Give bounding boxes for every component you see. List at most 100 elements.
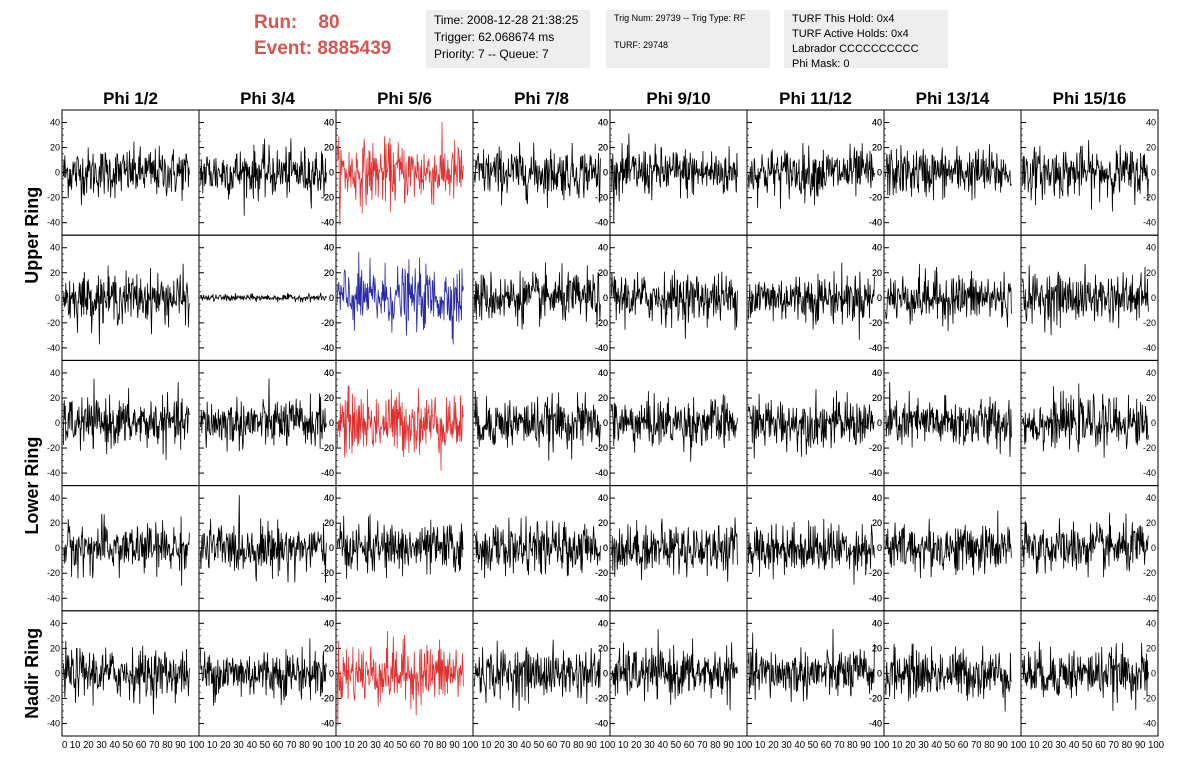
y-tick-label: 0 xyxy=(877,168,882,178)
y-tick-label: -20 xyxy=(321,693,334,703)
y-tick-label: 0 xyxy=(329,543,334,553)
y-tick-label: 0 xyxy=(329,418,334,428)
y-tick-label: 40 xyxy=(872,243,882,253)
y-tick-label: -20 xyxy=(321,318,334,328)
waveform-trace xyxy=(611,133,738,223)
y-tick-label: -20 xyxy=(1143,193,1156,203)
y-tick-label: 40 xyxy=(50,493,60,503)
y-tick-label: 20 xyxy=(872,268,882,278)
y-tick-label: 0 xyxy=(603,543,608,553)
y-tick-label: -20 xyxy=(869,568,882,578)
y-tick-label: -20 xyxy=(1143,693,1156,703)
waveform-trace xyxy=(200,495,327,584)
y-tick-label: 40 xyxy=(598,368,608,378)
y-tick-label: 0 xyxy=(877,418,882,428)
run-row: Run: 80 xyxy=(254,10,391,36)
time-info-box: Time: 2008-12-28 21:38:25 Trigger: 62.06… xyxy=(426,10,590,68)
y-tick-label: -20 xyxy=(321,193,334,203)
y-tick-label: 0 xyxy=(329,168,334,178)
y-tick-label: -40 xyxy=(47,593,60,603)
y-tick-label: 0 xyxy=(329,543,334,553)
y-tick-label: 20 xyxy=(872,643,882,653)
y-tick-label: -20 xyxy=(595,193,608,203)
y-tick-label: 0 xyxy=(55,668,60,678)
y-tick-label: 40 xyxy=(1146,118,1156,128)
y-tick-label: 40 xyxy=(50,618,60,628)
y-tick-label: 40 xyxy=(872,118,882,128)
y-tick-label: -20 xyxy=(595,693,608,703)
y-tick-label: -20 xyxy=(321,318,334,328)
y-tick-label: -20 xyxy=(595,318,608,328)
y-tick-label: -20 xyxy=(321,443,334,453)
y-tick-label: 20 xyxy=(598,268,608,278)
y-tick-label: 20 xyxy=(598,643,608,653)
y-tick-label: 0 xyxy=(603,543,608,553)
trigger-info-box: Trig Num: 29739 -- Trig Type: RF TURF: 2… xyxy=(606,10,770,68)
y-tick-label: 0 xyxy=(329,168,334,178)
y-tick-label: 0 xyxy=(877,543,882,553)
waveform-trace xyxy=(337,630,464,726)
y-tick-label: -40 xyxy=(869,718,882,728)
y-tick-label: -20 xyxy=(1143,318,1156,328)
y-tick-label: 40 xyxy=(598,493,608,503)
run-label: Run: xyxy=(254,12,298,33)
y-tick-label: -20 xyxy=(869,318,882,328)
y-tick-label: 40 xyxy=(598,243,608,253)
event-label: Event: xyxy=(254,38,313,59)
waveform-trace xyxy=(474,516,601,579)
phi-mask-line: Phi Mask: 0 xyxy=(792,58,850,70)
y-tick-label: 0 xyxy=(329,293,334,303)
y-tick-label: 0 xyxy=(1151,293,1156,303)
y-tick-label: 20 xyxy=(872,143,882,153)
y-tick-label: 0 xyxy=(877,543,882,553)
y-tick-label: -40 xyxy=(321,343,334,353)
y-tick-label: -20 xyxy=(321,193,334,203)
waveform-trace xyxy=(885,510,1012,579)
y-tick-label: -20 xyxy=(47,568,60,578)
y-tick-label: -40 xyxy=(47,468,60,478)
y-tick-label: 40 xyxy=(598,618,608,628)
y-tick-label: 0 xyxy=(603,168,608,178)
y-tick-label: -40 xyxy=(321,218,334,228)
y-tick-label: -40 xyxy=(1143,343,1156,353)
panel-frame xyxy=(335,485,474,612)
waveform-trace xyxy=(474,142,601,208)
column-title: Phi 5/6 xyxy=(377,89,432,108)
waveform-trace xyxy=(748,518,875,585)
run-value: 80 xyxy=(318,12,340,33)
y-tick-label: -20 xyxy=(47,693,60,703)
y-tick-label: 0 xyxy=(1151,668,1156,678)
y-tick-label: 0 xyxy=(329,293,334,303)
y-tick-label: -40 xyxy=(595,343,608,353)
y-tick-label: 0 xyxy=(55,543,60,553)
y-tick-label: -20 xyxy=(1143,443,1156,453)
y-tick-label: 20 xyxy=(50,268,60,278)
y-tick-label: -20 xyxy=(869,193,882,203)
waveform-trace xyxy=(63,141,190,206)
y-tick-label: -40 xyxy=(595,718,608,728)
y-tick-label: 0 xyxy=(329,668,334,678)
y-tick-label: 0 xyxy=(603,418,608,428)
waveform-trace xyxy=(63,640,190,715)
ring-label: Lower Ring xyxy=(22,437,42,535)
waveform-trace xyxy=(748,262,875,340)
y-tick-label: -40 xyxy=(321,593,334,603)
y-tick-label: -40 xyxy=(47,343,60,353)
x-tick-labels: 0 10 20 30 40 50 60 70 80 90 10 xyxy=(747,740,884,751)
y-tick-label: -40 xyxy=(1143,593,1156,603)
waveform-trace xyxy=(63,513,190,586)
waveform-trace xyxy=(611,629,738,711)
waveform-trace xyxy=(611,269,738,339)
waveform-trace xyxy=(337,514,464,579)
x-tick-labels: 0 10 20 30 40 50 60 70 80 90 10 xyxy=(336,740,473,751)
y-tick-label: -20 xyxy=(595,443,608,453)
y-tick-label: -20 xyxy=(869,443,882,453)
y-tick-label: -40 xyxy=(869,468,882,478)
y-tick-label: -40 xyxy=(321,343,334,353)
y-tick-label: 20 xyxy=(50,393,60,403)
y-tick-label: 0 xyxy=(877,668,882,678)
y-tick-label: -40 xyxy=(321,593,334,603)
y-tick-label: 20 xyxy=(872,143,882,153)
y-tick-label: 40 xyxy=(598,368,608,378)
